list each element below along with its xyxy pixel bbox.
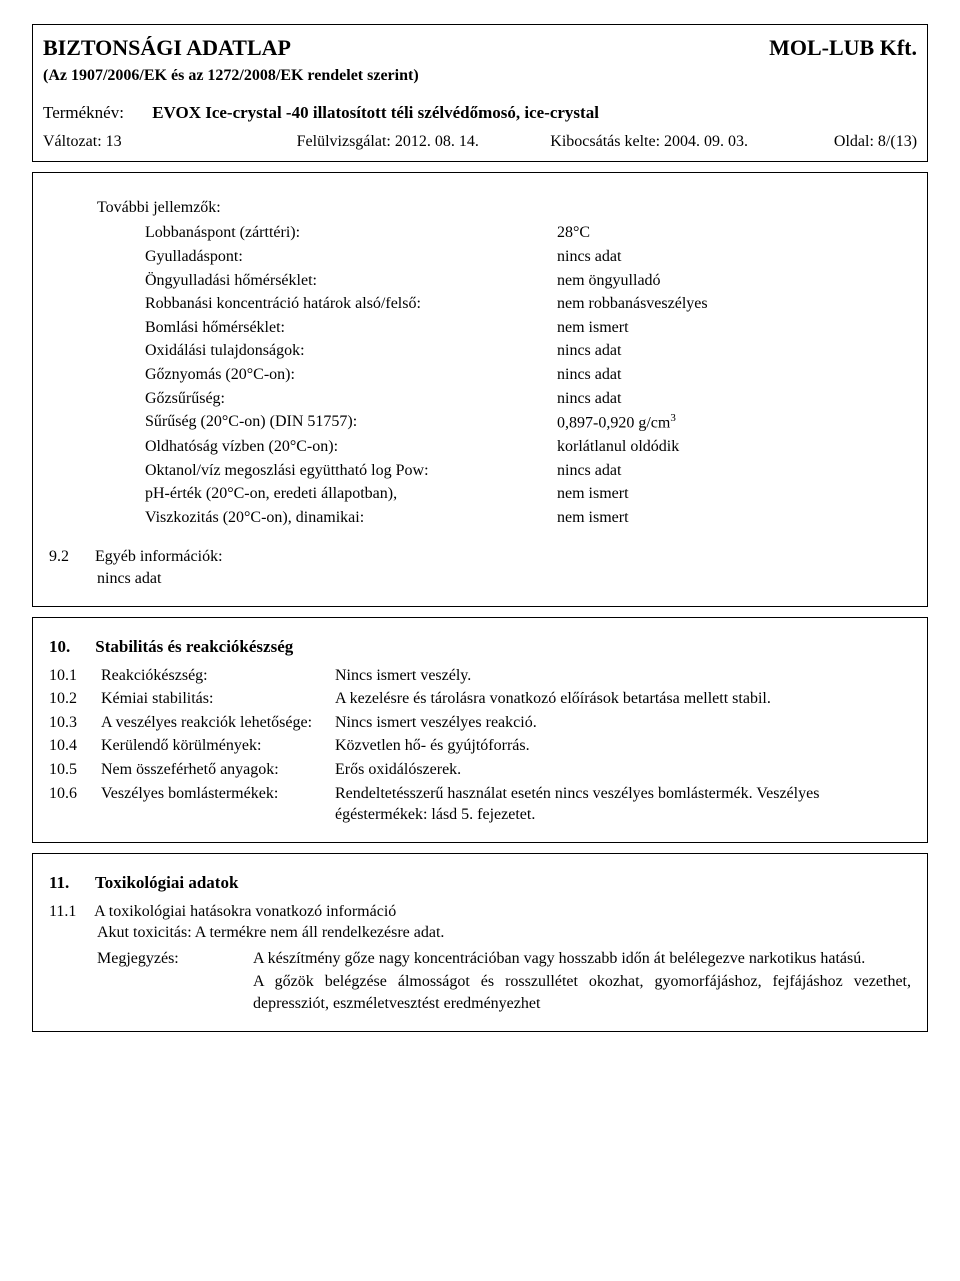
section-10-heading: 10. Stabilitás és reakciókészség: [49, 636, 911, 659]
property-key: Oxidálási tulajdonságok:: [145, 340, 545, 362]
content-block-section-11: 11. Toxikológiai adatok 11.1 A toxikológ…: [32, 853, 928, 1032]
issued-label: Kibocsátás kelte: 2004. 09. 03.: [550, 131, 804, 153]
property-key: Robbanási koncentráció határok alsó/fels…: [145, 293, 545, 315]
section-10-row: 10.1Reakciókészség:Nincs ismert veszély.: [49, 665, 911, 687]
meta-line: Változat: 13 Felülvizsgálat: 2012. 08. 1…: [43, 131, 917, 153]
section-title: Stabilitás és reakciókészség: [95, 637, 293, 656]
property-value: 0,897-0,920 g/cm3: [557, 411, 911, 434]
row-key: Veszélyes bomlástermékek:: [101, 783, 331, 826]
header-title-right: MOL-LUB Kft.: [769, 33, 917, 63]
section-10-row: 10.6Veszélyes bomlástermékek:Rendeltetés…: [49, 783, 911, 826]
content-block-section-10: 10. Stabilitás és reakciókészség 10.1Rea…: [32, 617, 928, 843]
property-value: nincs adat: [557, 388, 911, 410]
content-block-properties: További jellemzők: Lobbanáspont (zárttér…: [32, 172, 928, 607]
version-label: Változat: 13: [43, 131, 297, 153]
section-11-1: 11.1 A toxikológiai hatásokra vonatkozó …: [49, 901, 911, 923]
property-value: nincs adat: [557, 340, 911, 362]
section-10-row: 10.5Nem összeférhető anyagok:Erős oxidál…: [49, 759, 911, 781]
note-paragraph-1: A készítmény gőze nagy koncentrációban v…: [253, 948, 911, 970]
acute-toxicity-line: Akut toxicitás: A termékre nem áll rende…: [97, 922, 911, 944]
property-value: nem robbanásveszélyes: [557, 293, 911, 315]
properties-heading: További jellemzők:: [97, 197, 911, 219]
property-value: nincs adat: [557, 246, 911, 268]
property-value: nem ismert: [557, 317, 911, 339]
section-title: Toxikológiai adatok: [95, 873, 238, 892]
property-value: nem öngyulladó: [557, 270, 911, 292]
row-number: 10.6: [49, 783, 97, 826]
property-key: Viszkozitás (20°C-on), dinamikai:: [145, 507, 545, 529]
review-label: Felülvizsgálat: 2012. 08. 14.: [297, 131, 551, 153]
row-number: 10.4: [49, 735, 97, 757]
property-key: pH-érték (20°C-on, eredeti állapotban),: [145, 483, 545, 505]
properties-table: Lobbanáspont (zárttéri): 28°C Gyulladáspon…: [145, 222, 911, 528]
property-key: Gőzsűrűség:: [145, 388, 545, 410]
property-key: Gyulladáspont:: [145, 246, 545, 268]
property-value: nem ismert: [557, 483, 911, 505]
section-10-row: 10.3A veszélyes reakciók lehetősége:Ninc…: [49, 712, 911, 734]
section-9-2: 9.2 Egyéb információk:: [49, 546, 911, 568]
section-10-row: 10.2Kémiai stabilitás:A kezelésre és tár…: [49, 688, 911, 710]
property-key: Öngyulladási hőmérséklet:: [145, 270, 545, 292]
section-number: 10.: [49, 636, 91, 659]
section-number: 11.: [49, 872, 91, 895]
property-key: Lobbanáspont (zárttéri):: [145, 222, 545, 244]
note-label: Megjegyzés:: [97, 948, 247, 1015]
property-key: Bomlási hőmérséklet:: [145, 317, 545, 339]
product-name: EVOX Ice-crystal -40 illatosított téli s…: [152, 103, 599, 122]
row-value: Nincs ismert veszélyes reakció.: [335, 712, 911, 734]
row-value: A kezelésre és tárolásra vonatkozó előír…: [335, 688, 911, 710]
row-value: Rendeltetésszerű használat esetén nincs …: [335, 783, 911, 826]
row-key: Nem összeférhető anyagok:: [101, 759, 331, 781]
property-value: nincs adat: [557, 364, 911, 386]
row-key: Kémiai stabilitás:: [101, 688, 331, 710]
header-title-left: BIZTONSÁGI ADATLAP: [43, 33, 291, 63]
property-value: korlátlanul oldódik: [557, 436, 911, 458]
row-number: 10.5: [49, 759, 97, 781]
property-key: Gőznyomás (20°C-on):: [145, 364, 545, 386]
section-subheading: A toxikológiai hatásokra vonatkozó infor…: [94, 903, 396, 920]
product-label: Terméknév:: [43, 103, 124, 122]
page-label: Oldal: 8/(13): [834, 131, 917, 153]
header-regulation: (Az 1907/2006/EK és az 1272/2008/EK rend…: [43, 65, 917, 87]
property-key: Sűrűség (20°C-on) (DIN 51757):: [145, 411, 545, 434]
note-block: Megjegyzés: A készítmény gőze nagy konce…: [97, 948, 911, 1015]
row-number: 10.2: [49, 688, 97, 710]
row-number: 10.1: [49, 665, 97, 687]
note-paragraph-2: A gőzök belégzése álmosságot és rosszull…: [253, 971, 911, 1014]
section-number: 9.2: [49, 546, 91, 568]
row-number: 10.3: [49, 712, 97, 734]
property-key: Oldhatóság vízben (20°C-on):: [145, 436, 545, 458]
property-key: Oktanol/víz megoszlási együttható log Po…: [145, 460, 545, 482]
property-value: 28°C: [557, 222, 911, 244]
section-9-2-value: nincs adat: [97, 568, 911, 590]
section-10-row: 10.4Kerülendő körülmények:Közvetlen hő- …: [49, 735, 911, 757]
section-11-heading: 11. Toxikológiai adatok: [49, 872, 911, 895]
section-label: Egyéb információk:: [95, 548, 223, 565]
row-key: A veszélyes reakciók lehetősége:: [101, 712, 331, 734]
section-number: 11.1: [49, 901, 91, 923]
property-value: nincs adat: [557, 460, 911, 482]
row-value: Nincs ismert veszély.: [335, 665, 911, 687]
property-value: nem ismert: [557, 507, 911, 529]
document-header: BIZTONSÁGI ADATLAP MOL-LUB Kft. (Az 1907…: [32, 24, 928, 162]
product-line: Terméknév: EVOX Ice-crystal -40 illatosí…: [43, 102, 917, 125]
row-value: Erős oxidálószerek.: [335, 759, 911, 781]
row-key: Reakciókészség:: [101, 665, 331, 687]
row-key: Kerülendő körülmények:: [101, 735, 331, 757]
row-value: Közvetlen hő- és gyújtóforrás.: [335, 735, 911, 757]
